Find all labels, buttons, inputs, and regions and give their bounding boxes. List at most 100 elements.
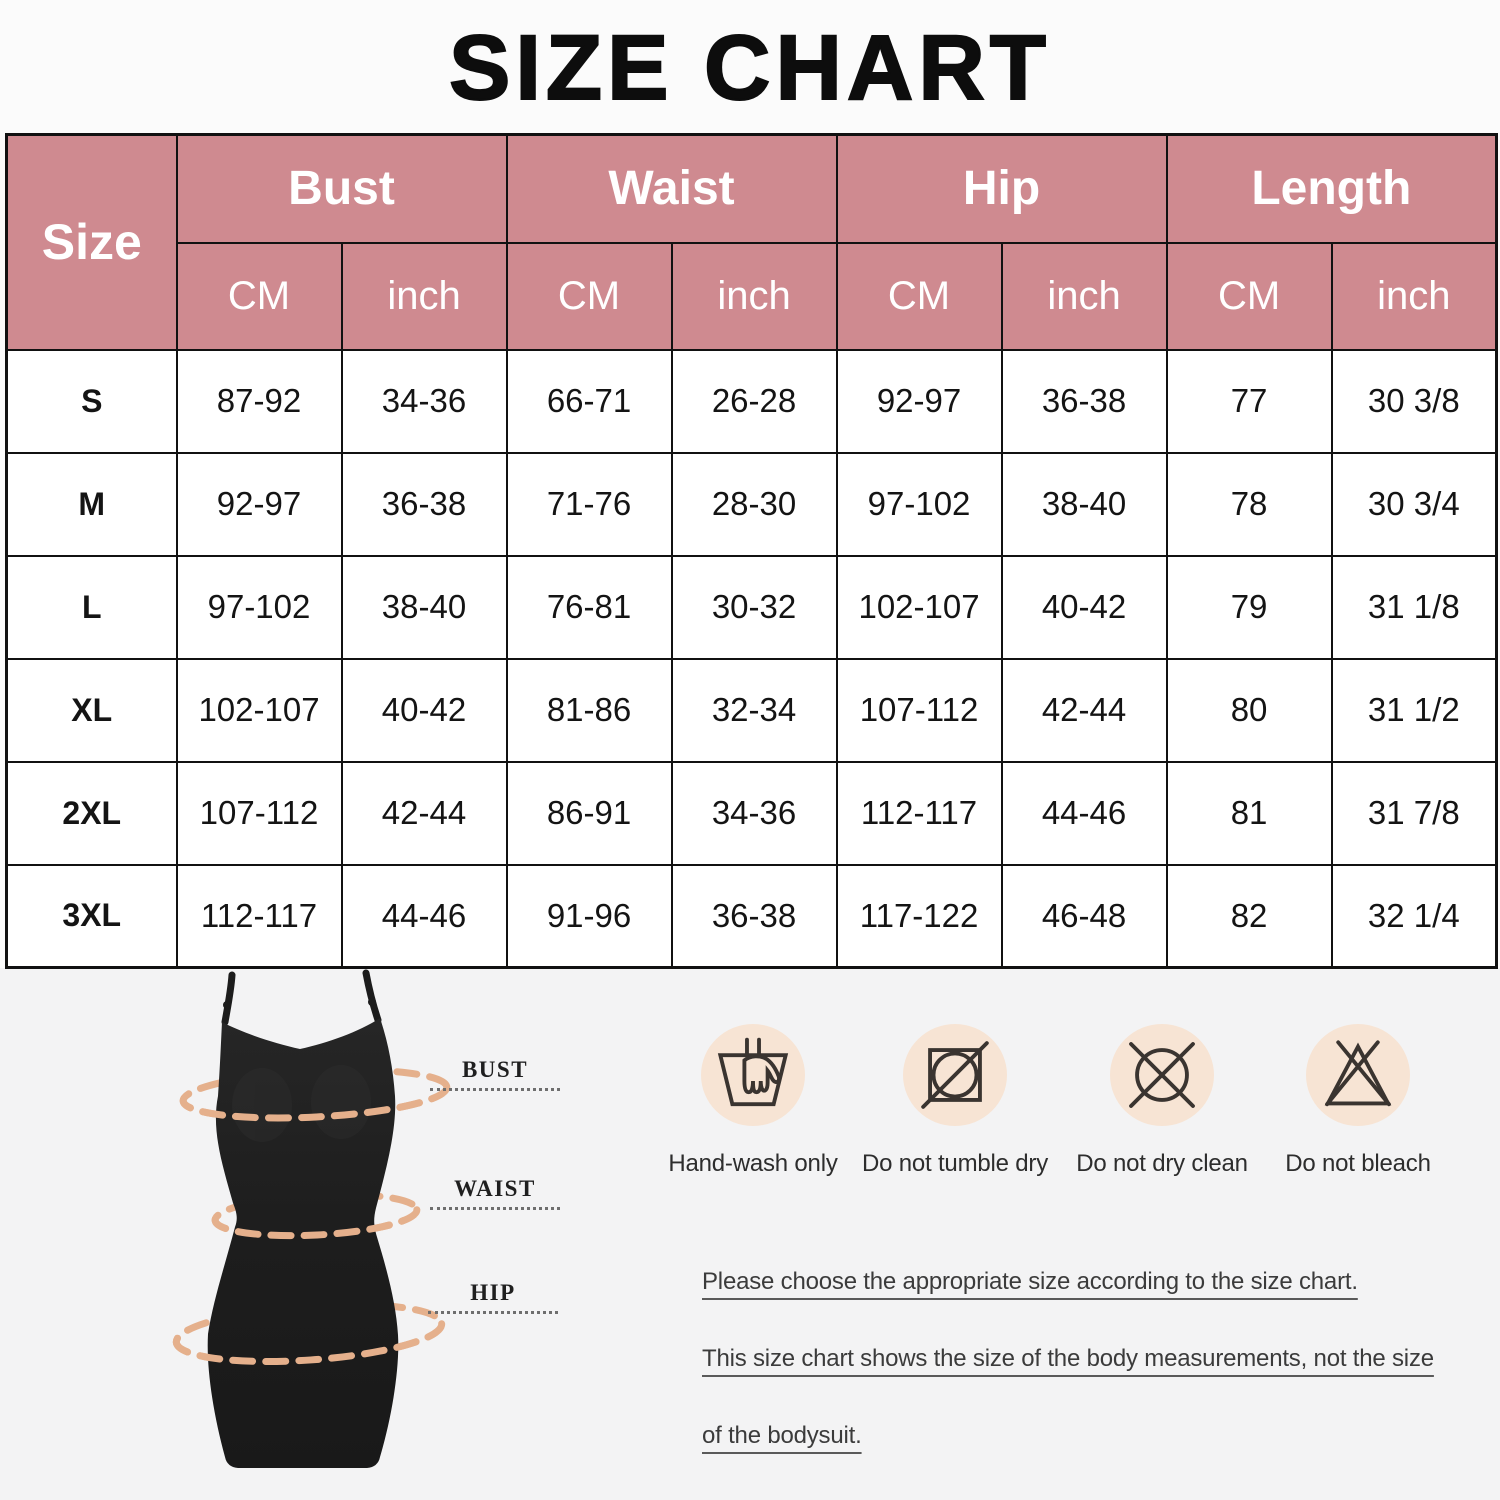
bust-cm-header: CM	[175, 241, 343, 351]
bust-measure-label-group: BUST	[430, 1057, 560, 1091]
length-inch-cell: 30 3/4	[1330, 451, 1498, 557]
size-cell: S	[5, 348, 178, 454]
bust-inch-cell: 38-40	[340, 554, 508, 660]
measurement-ellipses-front	[172, 1096, 451, 1365]
bust-cm-cell: 92-97	[175, 451, 343, 557]
length-inch-cell: 31 1/2	[1330, 657, 1498, 763]
waist-inch-cell: 32-34	[670, 657, 838, 763]
hip-leader-line	[428, 1311, 558, 1314]
header-group-row: Size Bust Waist Hip Length	[5, 133, 1498, 351]
hip-cm-cell: 97-102	[835, 451, 1003, 557]
bust-shading	[232, 1065, 371, 1142]
note-line: of the bodysuit.	[702, 1422, 862, 1449]
page-title: SIZE CHART	[448, 16, 1051, 120]
waist-leader-line	[430, 1207, 560, 1210]
size-cell: XL	[5, 657, 178, 763]
bust-inch-header: inch	[340, 241, 508, 351]
table-row-s: S 87-92 34-36 66-71 26-28 92-97 36-38 77…	[5, 348, 1498, 454]
hip-inch-cell: 44-46	[1000, 760, 1168, 866]
hip-cm-header: CM	[835, 241, 1003, 351]
table-row-m: M 92-97 36-38 71-76 28-30 97-102 38-40 7…	[5, 451, 1498, 557]
length-inch-cell: 32 1/4	[1330, 863, 1498, 969]
bust-inch-cell: 34-36	[340, 348, 508, 454]
waist-inch-cell: 36-38	[670, 863, 838, 969]
hip-inch-cell: 40-42	[1000, 554, 1168, 660]
size-cell: 3XL	[5, 863, 178, 969]
hip-measure-label-group: HIP	[428, 1280, 558, 1314]
bust-leader-line	[430, 1088, 560, 1091]
hip-cm-cell: 102-107	[835, 554, 1003, 660]
length-inch-cell: 30 3/8	[1330, 348, 1498, 454]
care-item-no-dry-clean: Do not dry clean	[1057, 1024, 1267, 1178]
bodysuit-dress-illustration	[172, 969, 451, 1468]
waist-cm-cell: 76-81	[505, 554, 673, 660]
table-row-3xl: 3XL 112-117 44-46 91-96 36-38 117-122 46…	[5, 863, 1498, 969]
waist-inch-cell: 30-32	[670, 554, 838, 660]
length-inch-cell: 31 1/8	[1330, 554, 1498, 660]
header-bust: Bust	[175, 133, 508, 244]
header-hip: Hip	[835, 133, 1168, 244]
do-not-tumble-dry-icon	[903, 1024, 1007, 1126]
bust-inch-cell: 44-46	[340, 863, 508, 969]
bust-label: BUST	[461, 1057, 529, 1082]
care-item-hand-wash: Hand-wash only	[648, 1024, 858, 1178]
hip-cm-cell: 112-117	[835, 760, 1003, 866]
waist-inch-cell: 26-28	[670, 348, 838, 454]
bust-cm-cell: 112-117	[175, 863, 343, 969]
size-cell: M	[5, 451, 178, 557]
hip-inch-header: inch	[1000, 241, 1168, 351]
length-cm-cell: 77	[1165, 348, 1333, 454]
header-length: Length	[1165, 133, 1498, 244]
table-row-l: L 97-102 38-40 76-81 30-32 102-107 40-42…	[5, 554, 1498, 660]
header-size: Size	[5, 133, 178, 351]
care-item-no-bleach: Do not bleach	[1253, 1024, 1463, 1178]
note-line: Please choose the appropriate size accor…	[702, 1268, 1358, 1295]
table-row-xl: XL 102-107 40-42 81-86 32-34 107-112 42-…	[5, 657, 1498, 763]
care-label: Do not tumble dry	[861, 1150, 1049, 1177]
size-note-paragraph: Please choose the appropriate size accor…	[702, 1243, 1482, 1474]
length-cm-cell: 79	[1165, 554, 1333, 660]
size-chart-table: Size Bust Waist Hip Length CM inch CM in…	[5, 133, 1499, 969]
length-cm-cell: 78	[1165, 451, 1333, 557]
hip-inch-cell: 38-40	[1000, 451, 1168, 557]
waist-cm-cell: 91-96	[505, 863, 673, 969]
hip-label: HIP	[470, 1280, 516, 1305]
do-not-bleach-icon	[1306, 1024, 1410, 1126]
waist-inch-cell: 28-30	[670, 451, 838, 557]
bust-cm-cell: 102-107	[175, 657, 343, 763]
length-cm-cell: 80	[1165, 657, 1333, 763]
size-cell: L	[5, 554, 178, 660]
bust-cm-cell: 97-102	[175, 554, 343, 660]
care-label: Do not bleach	[1285, 1150, 1431, 1177]
waist-cm-cell: 81-86	[505, 657, 673, 763]
waist-cm-cell: 86-91	[505, 760, 673, 866]
length-cm-cell: 82	[1165, 863, 1333, 969]
bust-inch-cell: 40-42	[340, 657, 508, 763]
do-not-dry-clean-icon	[1110, 1024, 1214, 1126]
bust-inch-cell: 42-44	[340, 760, 508, 866]
dress-straps	[221, 969, 382, 1026]
hand-wash-icon	[701, 1024, 805, 1126]
hip-inch-cell: 36-38	[1000, 348, 1168, 454]
note-line: This size chart shows the size of the bo…	[702, 1345, 1434, 1372]
bust-inch-cell: 36-38	[340, 451, 508, 557]
waist-cm-header: CM	[505, 241, 673, 351]
hip-cm-cell: 117-122	[835, 863, 1003, 969]
header-unit-row: CM inch CM inch CM inch CM inch	[7, 241, 1498, 351]
care-item-no-tumble-dry: Do not tumble dry	[850, 1024, 1060, 1178]
care-label: Do not dry clean	[1076, 1150, 1248, 1177]
bust-cm-cell: 107-112	[175, 760, 343, 866]
waist-label: WAIST	[454, 1176, 536, 1201]
length-cm-header: CM	[1165, 241, 1333, 351]
length-inch-header: inch	[1330, 241, 1498, 351]
waist-cm-cell: 66-71	[505, 348, 673, 454]
bust-cm-cell: 87-92	[175, 348, 343, 454]
dress-body	[207, 1018, 399, 1468]
waist-inch-header: inch	[670, 241, 838, 351]
hip-inch-cell: 42-44	[1000, 657, 1168, 763]
waist-inch-cell: 34-36	[670, 760, 838, 866]
waist-cm-cell: 71-76	[505, 451, 673, 557]
size-cell: 2XL	[5, 760, 178, 866]
table-row-2xl: 2XL 107-112 42-44 86-91 34-36 112-117 44…	[5, 760, 1498, 866]
hip-inch-cell: 46-48	[1000, 863, 1168, 969]
